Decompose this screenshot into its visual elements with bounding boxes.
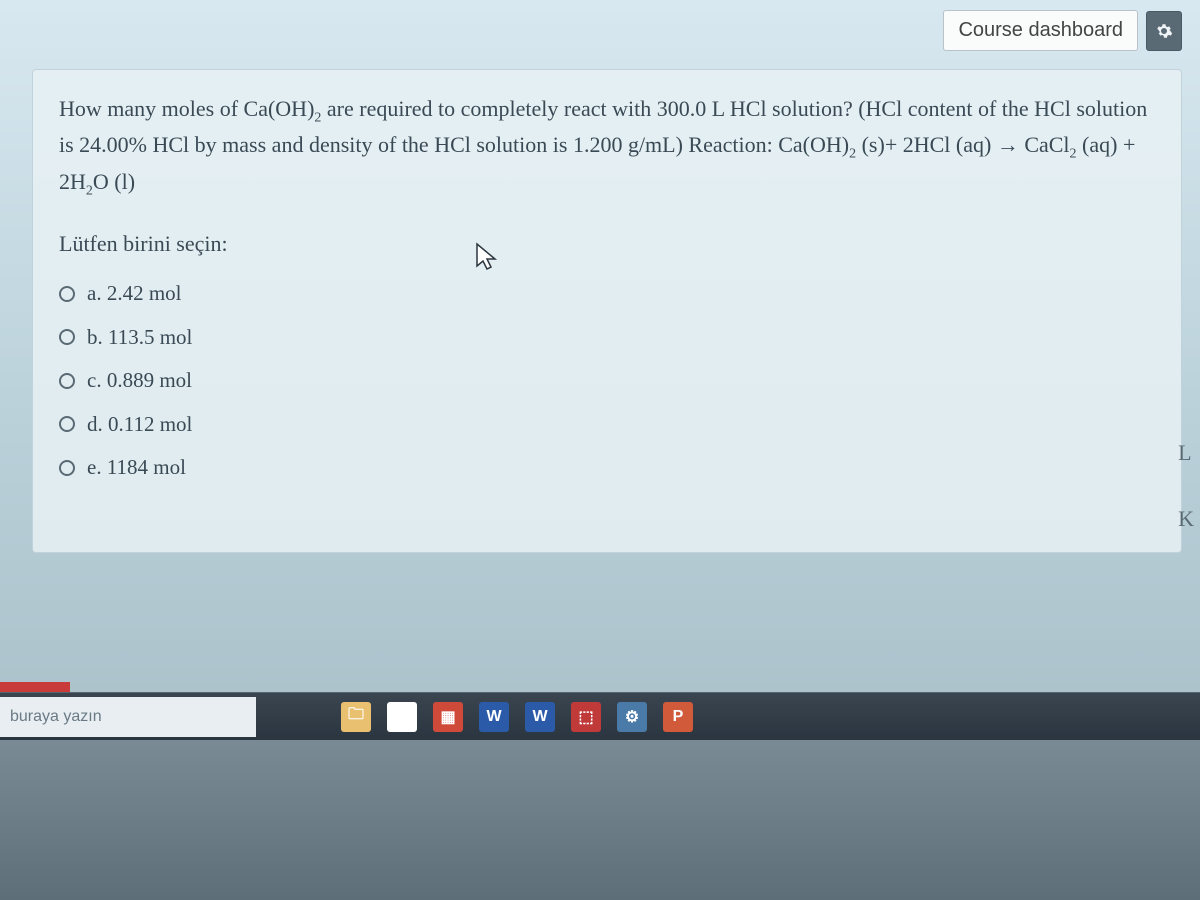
radio-icon [59,416,75,432]
option-label: c. 0.889 mol [87,365,192,397]
options-group: a. 2.42 mol b. 113.5 mol c. 0.889 mol d. 0.… [59,274,1155,488]
option-e[interactable]: e. 1184 mol [59,448,1155,488]
question-text: How many moles of Ca(OH)2 are required t… [59,92,1155,201]
option-label: e. 1184 mol [87,452,186,484]
settings-icon[interactable]: ⚙ [612,699,652,735]
answer-prompt: Lütfen birini seçin: [59,227,1155,260]
chrome-icon[interactable]: ◯ [382,699,422,735]
option-d[interactable]: d. 0.112 mol [59,405,1155,445]
taskbar: buraya yazın 🗀 ◯ ▦ WW ⬚ ⚙ P [0,692,1200,740]
powerpoint-icon-glyph: P [663,702,693,732]
option-b[interactable]: b. 113.5 mol [59,318,1155,358]
side-k: K [1178,506,1194,532]
radio-icon [59,286,75,302]
file-explorer-icon[interactable]: 🗀 [336,699,376,735]
taskbar-icons: 🗀 ◯ ▦ WW ⬚ ⚙ P [336,699,698,735]
pdf-icon[interactable]: ⬚ [566,699,606,735]
course-dashboard-button[interactable]: Course dashboard [943,10,1138,51]
pdf-icon-glyph: ⬚ [571,702,601,732]
option-c[interactable]: c. 0.889 mol [59,361,1155,401]
search-placeholder: buraya yazın [10,708,102,726]
accent-bar [0,682,70,692]
desk-surface [0,740,1200,900]
store-icon-glyph: ▦ [433,702,463,732]
side-clipped-text: L K [1178,440,1194,532]
side-l: L [1178,440,1191,465]
radio-icon [59,460,75,476]
option-label: b. 113.5 mol [87,322,192,354]
option-label: a. 2.42 mol [87,278,182,310]
taskbar-search[interactable]: buraya yazın [0,697,256,737]
dashboard-label: Course dashboard [958,19,1123,41]
word-icon-2-glyph: W [525,702,555,732]
option-label: d. 0.112 mol [87,409,192,441]
question-card: How many moles of Ca(OH)2 are required t… [32,69,1182,553]
word-icon-1-glyph: W [479,702,509,732]
radio-icon [59,329,75,345]
word-icon-1[interactable]: W [474,699,514,735]
option-a[interactable]: a. 2.42 mol [59,274,1155,314]
chrome-icon-glyph: ◯ [387,702,417,732]
settings-icon-glyph: ⚙ [617,702,647,732]
radio-icon [59,373,75,389]
settings-button[interactable] [1146,11,1182,51]
gear-icon [1155,22,1173,40]
file-explorer-icon-glyph: 🗀 [341,702,371,732]
store-icon[interactable]: ▦ [428,699,468,735]
powerpoint-icon[interactable]: P [658,699,698,735]
word-icon-2[interactable]: W [520,699,560,735]
header-bar: Course dashboard [32,10,1182,51]
